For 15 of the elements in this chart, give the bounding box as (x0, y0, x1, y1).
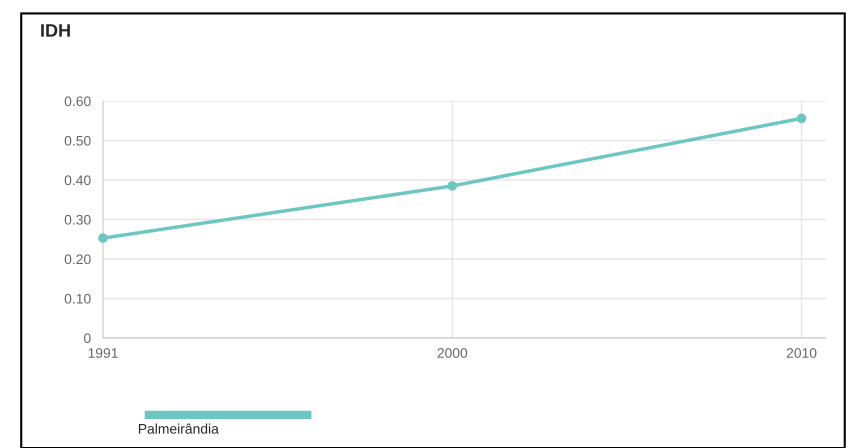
y-tick-label: 0.20 (64, 254, 91, 264)
x-tick-label: 2000 (438, 348, 468, 358)
y-tick-label: 0 (84, 333, 91, 344)
point (98, 233, 108, 243)
y-tick-label: 0.40 (64, 175, 91, 186)
y-tick-label: 0.10 (64, 294, 91, 304)
point (447, 181, 458, 191)
y-tick-label: 0.60 (64, 96, 91, 106)
x-tick-label: 1991 (88, 348, 118, 358)
chart-title: IDH (41, 24, 70, 37)
point (796, 114, 806, 124)
y-tick-label: 0.30 (64, 214, 91, 225)
y-tick-label: 0.50 (64, 136, 91, 146)
text: Palmeirândia (138, 423, 219, 434)
x-tick-label: 2010 (786, 348, 816, 358)
